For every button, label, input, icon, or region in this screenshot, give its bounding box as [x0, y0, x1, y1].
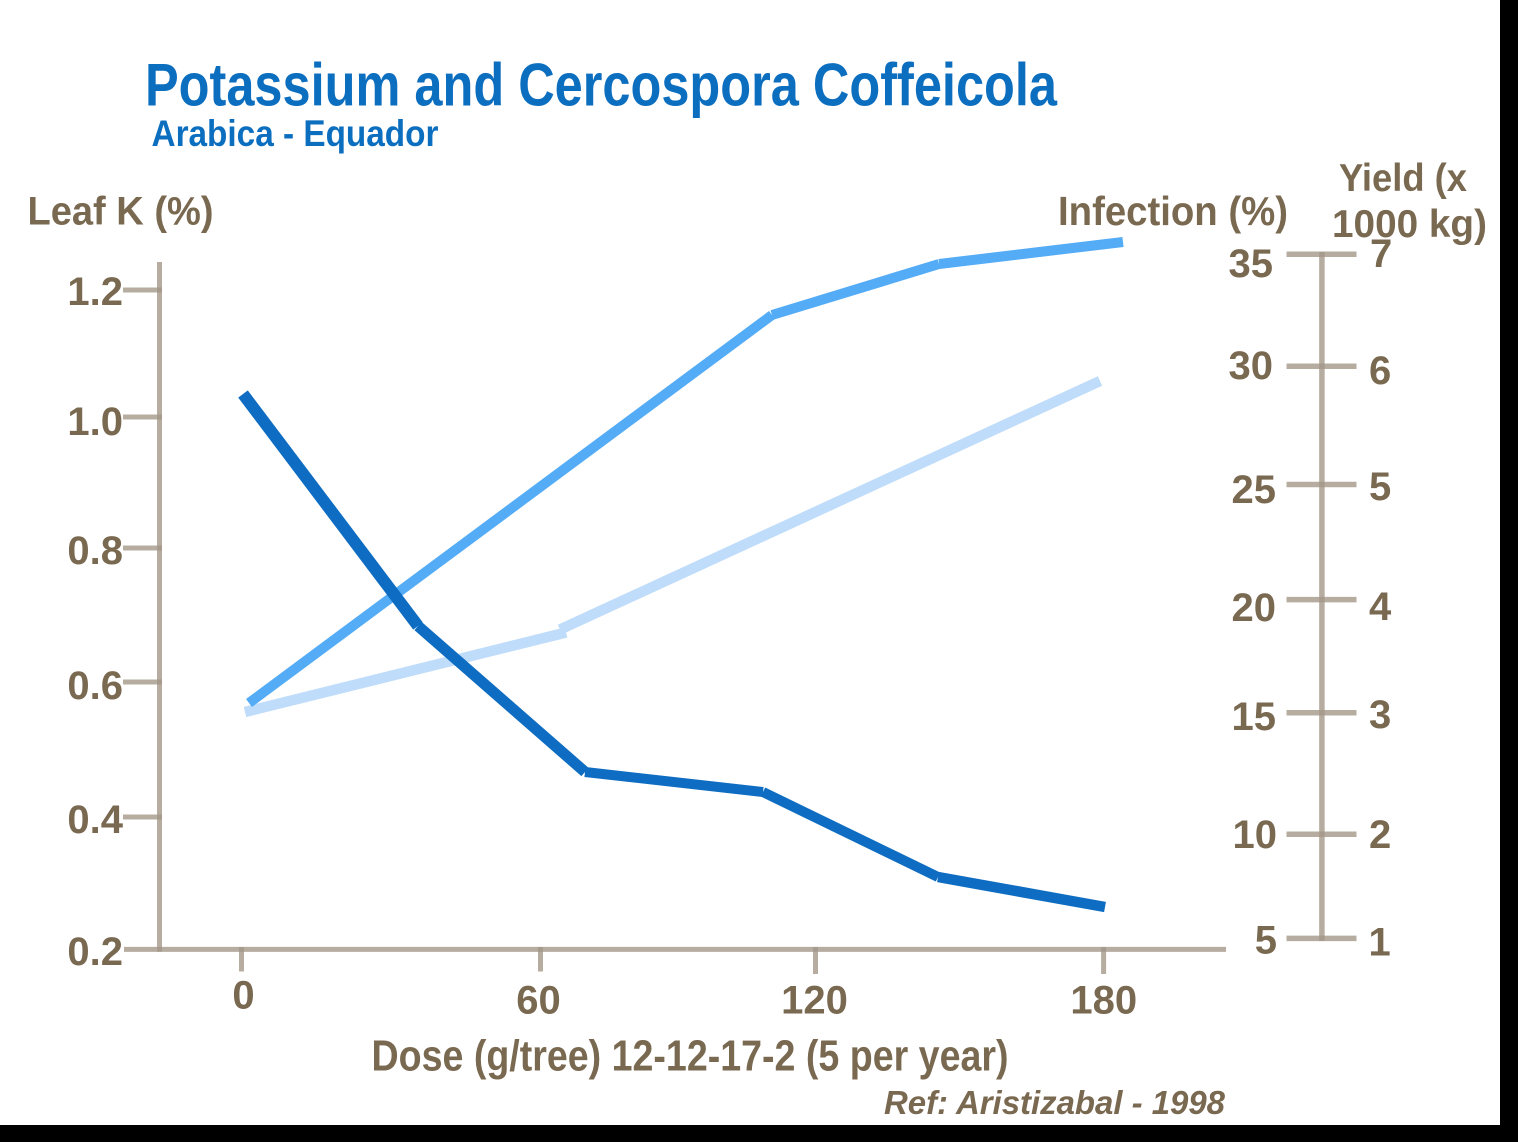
svg-text:1000 kg): 1000 kg) — [1332, 203, 1487, 246]
svg-text:20: 20 — [1232, 586, 1277, 630]
svg-text:180: 180 — [1070, 979, 1137, 1023]
svg-text:Dose (g/tree) 12-12-17-2 (5 pe: Dose (g/tree) 12-12-17-2 (5 per year) — [372, 1032, 1009, 1081]
svg-text:15: 15 — [1232, 695, 1277, 739]
svg-text:0.2: 0.2 — [67, 930, 123, 974]
svg-text:30: 30 — [1229, 344, 1274, 388]
svg-text:Leaf K (%): Leaf K (%) — [28, 190, 214, 234]
svg-text:10: 10 — [1233, 813, 1278, 857]
svg-text:60: 60 — [516, 979, 561, 1023]
svg-text:Potassium and Cercospora Coffe: Potassium and Cercospora Coffeicola — [145, 52, 1058, 119]
svg-text:1.0: 1.0 — [67, 400, 123, 444]
svg-text:5: 5 — [1369, 465, 1391, 509]
svg-text:7: 7 — [1370, 232, 1392, 276]
svg-text:Yield (x: Yield (x — [1339, 157, 1467, 200]
svg-text:1.2: 1.2 — [67, 270, 123, 314]
svg-text:120: 120 — [781, 979, 848, 1023]
svg-text:Arabica - Equador: Arabica - Equador — [152, 113, 439, 154]
svg-text:0.6: 0.6 — [67, 664, 123, 708]
svg-text:0.8: 0.8 — [67, 529, 123, 573]
svg-text:2: 2 — [1369, 813, 1391, 857]
svg-text:Ref: Aristizabal - 1998: Ref: Aristizabal - 1998 — [884, 1084, 1226, 1121]
svg-text:0.4: 0.4 — [67, 798, 123, 842]
svg-text:35: 35 — [1229, 242, 1274, 286]
svg-text:3: 3 — [1369, 693, 1391, 737]
svg-text:6: 6 — [1369, 349, 1391, 393]
svg-text:1: 1 — [1369, 921, 1391, 965]
svg-text:0: 0 — [232, 974, 254, 1018]
svg-text:5: 5 — [1255, 919, 1277, 963]
svg-text:Infection (%): Infection (%) — [1058, 188, 1288, 234]
svg-text:4: 4 — [1369, 585, 1392, 629]
svg-text:25: 25 — [1232, 468, 1277, 512]
